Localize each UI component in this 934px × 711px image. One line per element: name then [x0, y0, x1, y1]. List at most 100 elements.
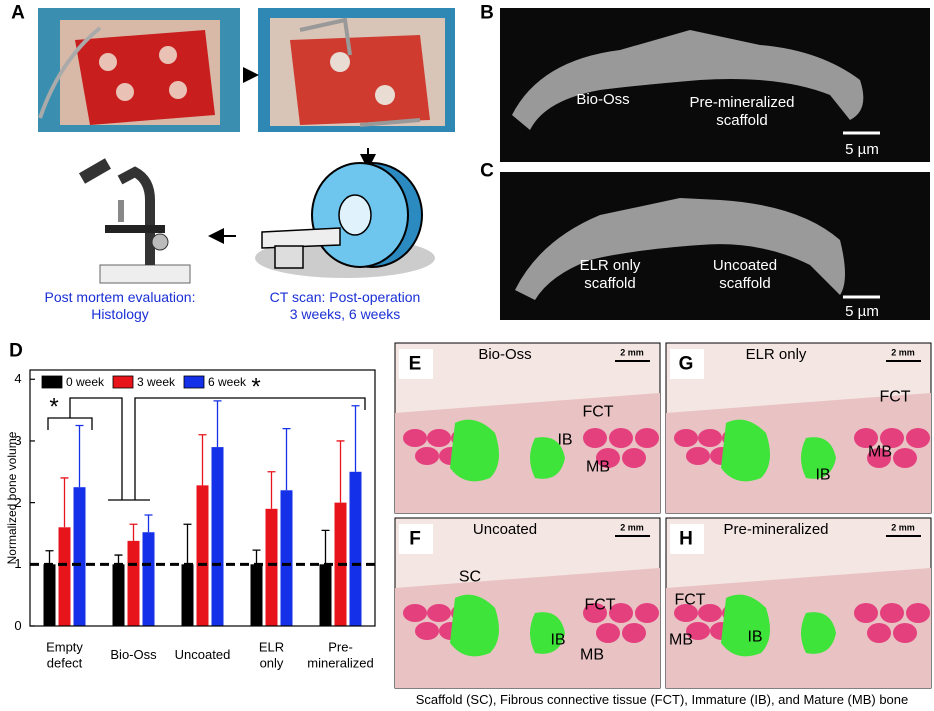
histology-panels	[394, 342, 932, 689]
significance-bracket	[47, 397, 150, 501]
error-bar	[114, 554, 123, 565]
y-tick-label: 2	[14, 494, 22, 510]
panel-label: E	[408, 353, 422, 375]
tissue-label: MB	[868, 443, 892, 461]
bone	[635, 428, 659, 448]
bone	[415, 447, 439, 465]
legend-label: 0 week	[66, 374, 105, 389]
bone	[867, 448, 891, 468]
error-bar	[282, 427, 291, 491]
bar	[319, 564, 332, 626]
error-bar	[60, 477, 69, 528]
surgery-photo	[38, 8, 240, 132]
scale-label: 2 mm	[891, 347, 915, 358]
x-tick-label: Pre- mineralized	[307, 639, 374, 670]
y-tick-label: 1	[14, 556, 22, 572]
tissue-label: FCT	[582, 403, 614, 421]
tissue-label: IB	[747, 628, 763, 646]
tissue-label: MB	[580, 646, 604, 664]
caption-text: CT scan: Post-operation 3 weeks, 6 weeks	[269, 289, 421, 322]
error-bar	[75, 424, 84, 488]
bone	[880, 428, 904, 448]
bar	[265, 508, 278, 626]
legend-swatch	[183, 375, 205, 389]
significance-star: *	[49, 393, 59, 421]
error-bar	[267, 471, 276, 509]
error-bar	[321, 529, 330, 565]
legend-swatch	[41, 375, 63, 389]
legend-label: 6 week	[208, 374, 247, 389]
bone	[674, 604, 698, 622]
bar	[349, 471, 362, 626]
panel-label: F	[409, 528, 421, 550]
bar	[43, 564, 56, 626]
bone	[893, 448, 917, 468]
bone-region	[721, 594, 770, 657]
image-label: Bio-Oss	[576, 91, 630, 108]
tissue-label: SC	[458, 568, 482, 586]
ct-scanner-icon	[255, 162, 435, 278]
plot-frame	[29, 369, 376, 627]
bone	[622, 448, 646, 468]
x-tick-label: ELR only	[258, 639, 285, 670]
bone	[415, 622, 439, 640]
bar	[58, 527, 71, 626]
error-bar	[213, 400, 222, 448]
bone	[686, 447, 710, 465]
y-tick-label: 0	[14, 618, 22, 634]
error-bar	[198, 434, 207, 486]
bar	[112, 564, 125, 626]
x-tick-label: Bio-Oss	[110, 647, 157, 663]
bone-region	[450, 594, 499, 657]
panel-label: H	[679, 528, 693, 550]
bone	[403, 604, 427, 622]
y-tick-label: 4	[14, 371, 22, 387]
bone	[403, 429, 427, 447]
bone	[596, 448, 620, 468]
panel-title: Uncoated	[472, 521, 538, 538]
legend-label: 3 week	[137, 374, 176, 389]
bone-region	[721, 419, 770, 482]
tissue-label: IB	[557, 431, 573, 449]
bone	[427, 429, 451, 447]
bone	[583, 603, 607, 623]
bar-chart	[29, 369, 376, 627]
bone	[596, 623, 620, 643]
image-label: Uncoated scaffold	[712, 257, 778, 292]
legend-swatch	[112, 375, 134, 389]
tissue-label: MB	[669, 631, 693, 649]
error-bar	[252, 549, 261, 565]
bone-region	[530, 437, 565, 479]
error-bar	[183, 523, 192, 565]
panel-label: D	[9, 340, 23, 362]
label-box	[670, 349, 704, 379]
bar	[127, 540, 140, 626]
significance-bracket	[134, 397, 366, 500]
bar	[73, 487, 86, 626]
bone	[906, 603, 930, 623]
error-bar	[45, 550, 54, 565]
x-tick-label: Uncoated	[174, 647, 231, 663]
scale-label: 5 µm	[845, 303, 879, 320]
bone	[686, 622, 710, 640]
microscope-icon	[79, 158, 191, 284]
x-tick-label: Empty defect	[46, 639, 83, 670]
bar	[142, 532, 155, 626]
bone	[698, 429, 722, 447]
error-bar	[351, 405, 360, 472]
panel-title: Pre-mineralized	[723, 521, 829, 538]
label-box	[399, 524, 433, 554]
bone	[880, 603, 904, 623]
bone	[609, 428, 633, 448]
bar	[280, 490, 293, 626]
scale-label: 2 mm	[891, 522, 915, 533]
bone	[893, 623, 917, 643]
scale-label: 2 mm	[620, 347, 644, 358]
y-tick-label: 3	[14, 433, 22, 449]
bone	[583, 428, 607, 448]
significance-star: *	[251, 373, 261, 401]
label-box	[399, 349, 433, 379]
tissue-label: MB	[586, 458, 610, 476]
bone-region	[801, 437, 836, 479]
bar	[250, 564, 263, 626]
